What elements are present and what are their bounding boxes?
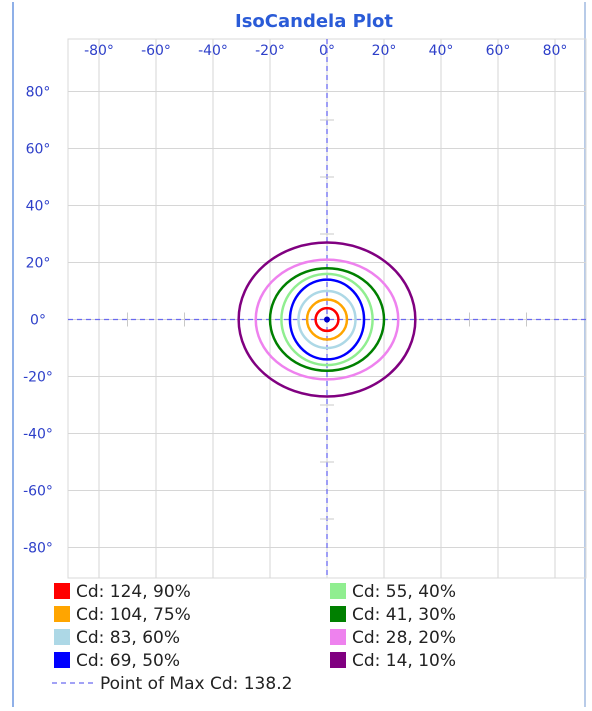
y-tick-label: 60° (26, 142, 51, 158)
isocandela-contour (314, 306, 340, 333)
legend-swatch (330, 606, 346, 622)
legend-label: Cd: 104, 75% (76, 605, 191, 625)
legend-label: Cd: 14, 10% (352, 651, 456, 671)
y-tick-label: 20° (26, 256, 51, 272)
legend-swatch (54, 629, 70, 645)
isocandela-contour (254, 258, 400, 381)
chart-frame: IsoCandela Plot -80° -60° -40° -20° 0° 20° 40° 6… (12, 2, 587, 707)
y-tick-label: -80° (23, 541, 53, 557)
y-tick-label: -60° (23, 484, 53, 500)
x-tick-label: -60° (141, 43, 171, 59)
y-tick-label: -20° (23, 370, 53, 386)
legend-label: Cd: 28, 20% (352, 628, 456, 648)
legend: Cd: 124, 90% Cd: 104, 75% Cd: 83, 60% Cd: 6… (52, 582, 456, 694)
x-tick-label: -40° (198, 43, 228, 59)
isocandela-contour (280, 272, 374, 367)
legend-swatch (330, 652, 346, 668)
x-tick-label: -20° (255, 43, 285, 59)
isocandela-contour (237, 241, 417, 398)
isocandela-contour (297, 289, 357, 350)
legend-label: Cd: 124, 90% (76, 582, 191, 602)
legend-swatch (54, 606, 70, 622)
contours (237, 241, 417, 398)
legend-swatch (54, 652, 70, 668)
x-tick-label: 20° (372, 43, 397, 59)
isocandela-contour (268, 266, 386, 373)
y-tick-label: -40° (23, 427, 53, 443)
x-tick-label: -80° (84, 43, 114, 59)
legend-swatch (330, 629, 346, 645)
isocandela-chart: IsoCandela Plot -80° -60° -40° -20° 0° 20° 40° 6… (23, 11, 587, 694)
legend-label: Cd: 41, 30% (352, 605, 456, 625)
isocandela-contour (305, 298, 349, 341)
y-tick-label: 0° (30, 313, 46, 329)
x-tick-label: 60° (486, 43, 511, 59)
legend-label: Cd: 83, 60% (76, 628, 180, 648)
legend-swatch (330, 583, 346, 599)
max-point-marker (324, 316, 330, 323)
isocandela-contour (288, 278, 366, 361)
chart-title: IsoCandela Plot (235, 11, 393, 32)
x-tick-label: 40° (429, 43, 454, 59)
y-tick-label: 80° (26, 85, 51, 101)
y-tick-label: 40° (26, 199, 51, 215)
x-tick-label: 80° (543, 43, 568, 59)
legend-label: Cd: 55, 40% (352, 582, 456, 602)
legend-max-label: Point of Max Cd: 138.2 (100, 674, 292, 694)
legend-label: Cd: 69, 50% (76, 651, 180, 671)
legend-swatch (54, 583, 70, 599)
